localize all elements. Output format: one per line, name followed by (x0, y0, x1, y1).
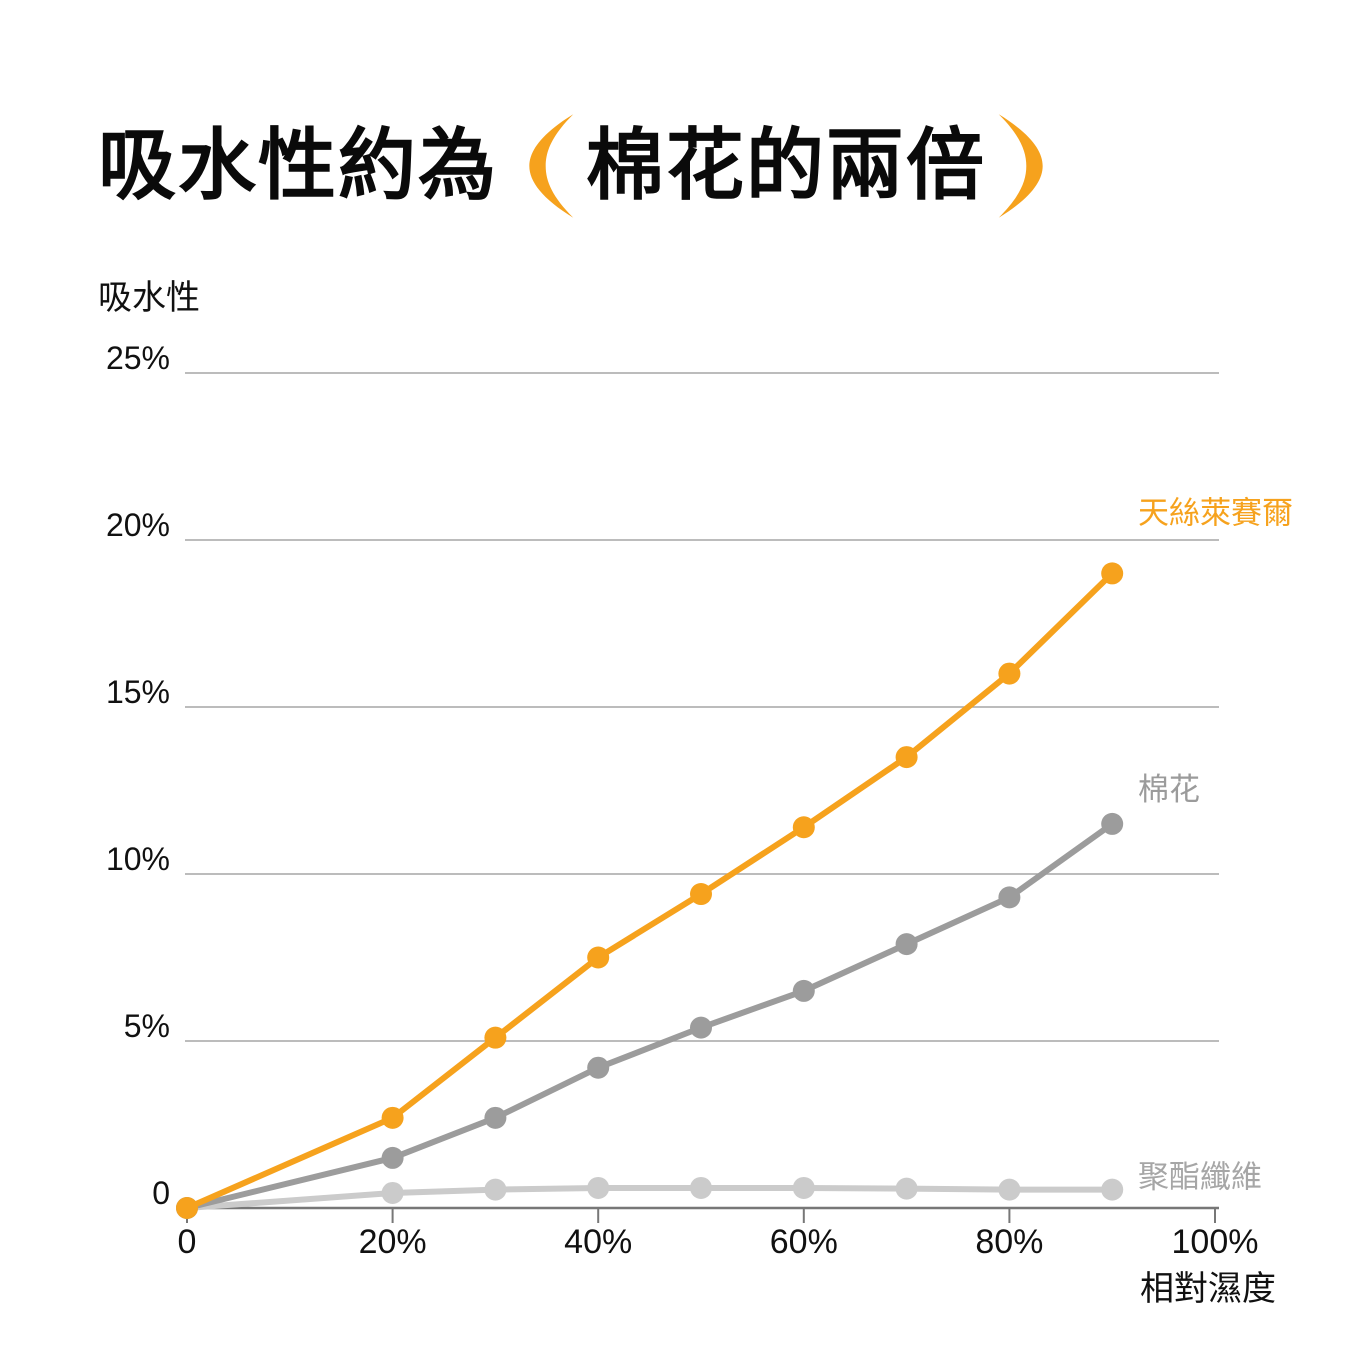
data-point-series2-x70 (895, 1177, 918, 1200)
x-tick-label-100%: 100% (1172, 1223, 1259, 1261)
series-label-0: 天絲萊賽爾 (1138, 495, 1293, 530)
data-point-series1-x20 (381, 1146, 404, 1169)
y-tick-label-15%: 15% (106, 674, 170, 710)
title-highlight: 棉花的兩倍 (586, 121, 987, 210)
data-point-series2-x50 (690, 1176, 712, 1199)
x-tick-label-20%: 20% (359, 1223, 427, 1261)
series-label-2: 聚酯纖維 (1138, 1160, 1262, 1195)
paren-close-icon (996, 110, 1048, 222)
title-prefix: 吸水性約為 (98, 121, 499, 210)
y-tick-label-5%: 5% (124, 1008, 170, 1044)
data-point-series2-x60 (792, 1176, 815, 1199)
series-line-2 (186, 1184, 1113, 1211)
data-point-series0-x70 (895, 746, 918, 769)
x-axis-title: 相對濕度 (1140, 1270, 1276, 1308)
data-point-series0-x60 (792, 816, 815, 839)
y-tick-label-25%: 25% (106, 340, 170, 376)
data-point-series0-x0 (176, 1197, 198, 1219)
page-title: 吸水性約為 棉花的兩倍 (98, 110, 1048, 222)
data-point-series1-x70 (895, 933, 918, 956)
series-line-0 (185, 571, 1115, 1211)
data-point-series2-x30 (484, 1178, 507, 1201)
data-point-series1-x90 (1101, 812, 1124, 835)
data-point-series0-x90 (1101, 562, 1124, 585)
y-tick-label-20%: 20% (106, 507, 170, 543)
y-axis-title: 吸水性 (98, 279, 200, 317)
data-point-series0-x80 (998, 662, 1021, 685)
data-point-series1-x80 (998, 886, 1021, 909)
data-point-series1-x40 (587, 1056, 610, 1079)
data-point-series0-x40 (587, 946, 610, 969)
x-tick-label-60%: 60% (770, 1223, 838, 1261)
data-point-series2-x20 (381, 1181, 404, 1204)
data-point-series0-x50 (690, 883, 712, 906)
data-point-series1-x30 (484, 1106, 507, 1129)
data-point-series2-x90 (1101, 1178, 1124, 1201)
x-tick-label-40%: 40% (564, 1223, 632, 1261)
y-tick-label-10%: 10% (106, 841, 170, 877)
data-point-series2-x40 (587, 1176, 610, 1199)
x-tick-label-0: 0 (178, 1223, 197, 1261)
data-point-series0-x20 (381, 1106, 404, 1129)
paren-open-icon (524, 110, 576, 222)
y-tick-label-0: 0 (152, 1175, 170, 1211)
data-point-series1-x50 (690, 1016, 712, 1039)
data-point-series0-x30 (484, 1026, 507, 1049)
data-point-series1-x60 (792, 979, 815, 1002)
x-tick-label-80%: 80% (975, 1223, 1043, 1261)
series-label-1: 棉花 (1138, 772, 1200, 807)
data-point-series2-x80 (998, 1178, 1021, 1201)
